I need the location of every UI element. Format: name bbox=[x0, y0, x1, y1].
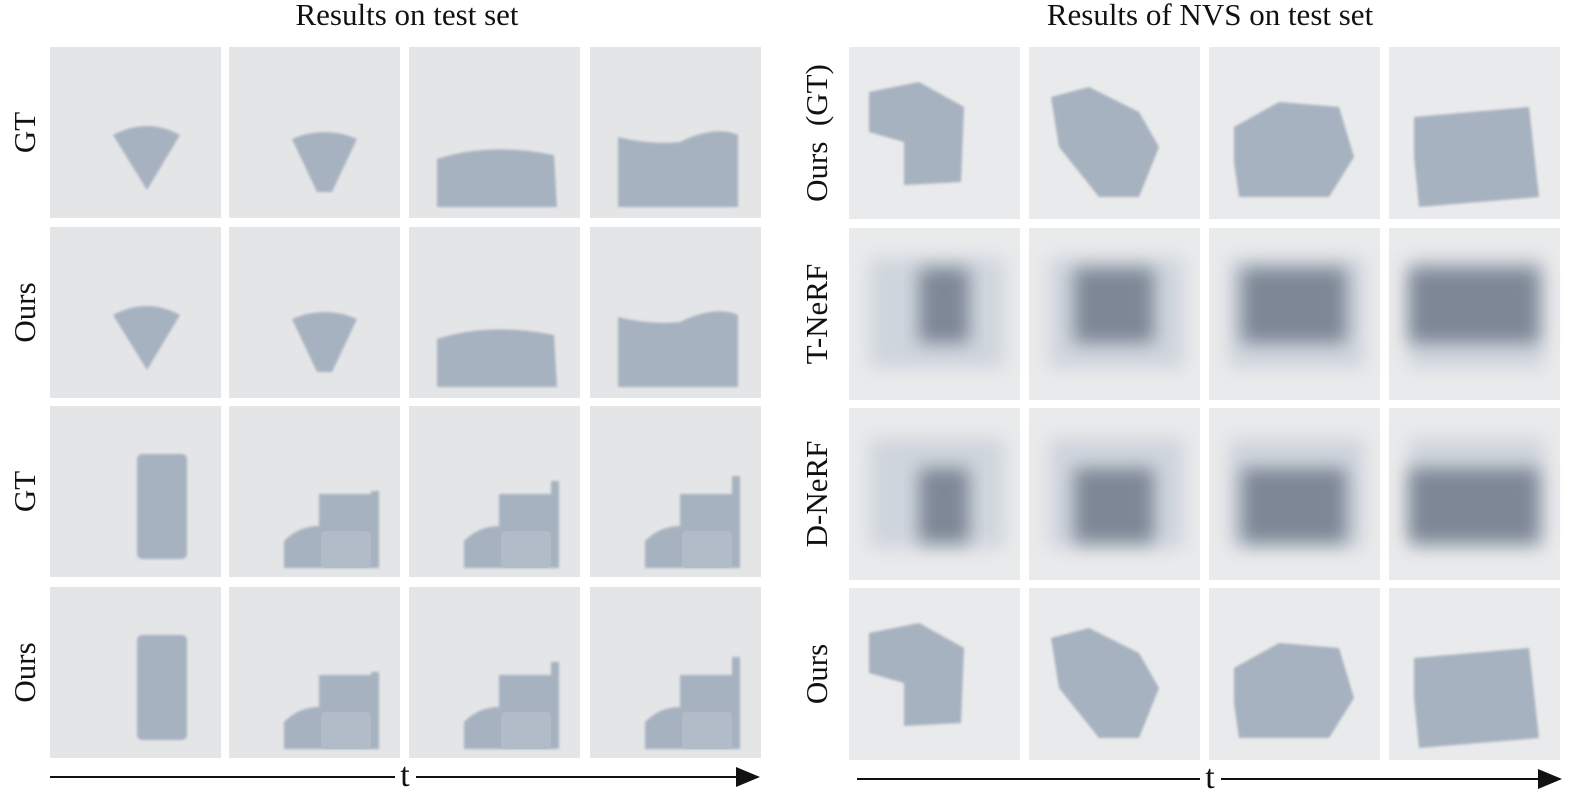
right-title: Results of NVS on test set bbox=[1047, 0, 1374, 32]
object bbox=[292, 132, 357, 192]
image-cell bbox=[409, 227, 580, 398]
object bbox=[919, 268, 969, 343]
row-label: D-NeRF bbox=[799, 441, 834, 548]
image-cell bbox=[1029, 588, 1200, 760]
object bbox=[869, 82, 964, 185]
object bbox=[501, 531, 551, 568]
image-cell bbox=[849, 228, 1020, 400]
image-cell bbox=[590, 47, 761, 218]
image-cell bbox=[590, 227, 761, 398]
object bbox=[1051, 87, 1159, 197]
image-cell bbox=[1209, 47, 1380, 219]
object bbox=[1074, 468, 1154, 543]
image-cell bbox=[50, 227, 221, 398]
row-label: Ours (GT) bbox=[799, 64, 834, 202]
object bbox=[137, 635, 187, 740]
image-cell bbox=[1389, 47, 1560, 219]
row-label: Ours bbox=[799, 644, 834, 704]
object bbox=[1241, 468, 1347, 543]
cell-background bbox=[229, 227, 400, 398]
cell-background bbox=[50, 406, 221, 577]
object bbox=[869, 623, 964, 726]
image-cell bbox=[50, 47, 221, 218]
left-title: Results on test set bbox=[295, 0, 518, 32]
row-label: Ours bbox=[7, 282, 42, 342]
object bbox=[137, 454, 187, 559]
object bbox=[682, 531, 732, 568]
cell-background bbox=[50, 587, 221, 758]
axis-label: t bbox=[400, 757, 410, 794]
object bbox=[682, 712, 732, 749]
image-cell bbox=[849, 588, 1020, 760]
row-label: Ours bbox=[7, 642, 42, 702]
object bbox=[437, 329, 557, 387]
image-cell bbox=[1029, 408, 1200, 580]
object bbox=[618, 311, 738, 387]
object bbox=[113, 126, 180, 190]
image-cell bbox=[849, 408, 1020, 580]
image-cell bbox=[1389, 228, 1560, 400]
object bbox=[1241, 268, 1347, 343]
cell-background bbox=[229, 47, 400, 218]
image-cell bbox=[1209, 228, 1380, 400]
object bbox=[1409, 268, 1539, 343]
row-label: T-NeRF bbox=[799, 264, 834, 364]
object bbox=[321, 531, 371, 568]
object bbox=[1234, 643, 1354, 738]
row-label: GT bbox=[7, 471, 42, 512]
object bbox=[618, 131, 738, 207]
image-cell bbox=[50, 587, 221, 758]
object bbox=[1414, 648, 1539, 748]
image-cell bbox=[229, 587, 400, 758]
object bbox=[113, 306, 180, 370]
object bbox=[437, 149, 557, 207]
object bbox=[1409, 468, 1539, 543]
image-cell bbox=[1209, 588, 1380, 760]
image-cell bbox=[590, 406, 761, 577]
image-cell bbox=[409, 587, 580, 758]
image-cell bbox=[1209, 408, 1380, 580]
object bbox=[292, 312, 357, 372]
image-cell bbox=[1389, 588, 1560, 760]
object bbox=[1414, 107, 1539, 207]
image-cell bbox=[229, 406, 400, 577]
object bbox=[919, 468, 969, 543]
object bbox=[1074, 268, 1154, 343]
row-label: GT bbox=[7, 112, 42, 153]
object bbox=[1234, 102, 1354, 197]
image-cell bbox=[229, 47, 400, 218]
object bbox=[321, 712, 371, 749]
image-cell bbox=[409, 406, 580, 577]
object bbox=[1051, 628, 1159, 738]
object bbox=[501, 712, 551, 749]
axis-label: t bbox=[1205, 759, 1215, 796]
image-cell bbox=[50, 406, 221, 577]
image-cell bbox=[229, 227, 400, 398]
image-cell bbox=[1389, 408, 1560, 580]
image-cell bbox=[409, 47, 580, 218]
image-cell bbox=[1029, 47, 1200, 219]
image-cell bbox=[590, 587, 761, 758]
image-cell bbox=[849, 47, 1020, 219]
image-cell bbox=[1029, 228, 1200, 400]
